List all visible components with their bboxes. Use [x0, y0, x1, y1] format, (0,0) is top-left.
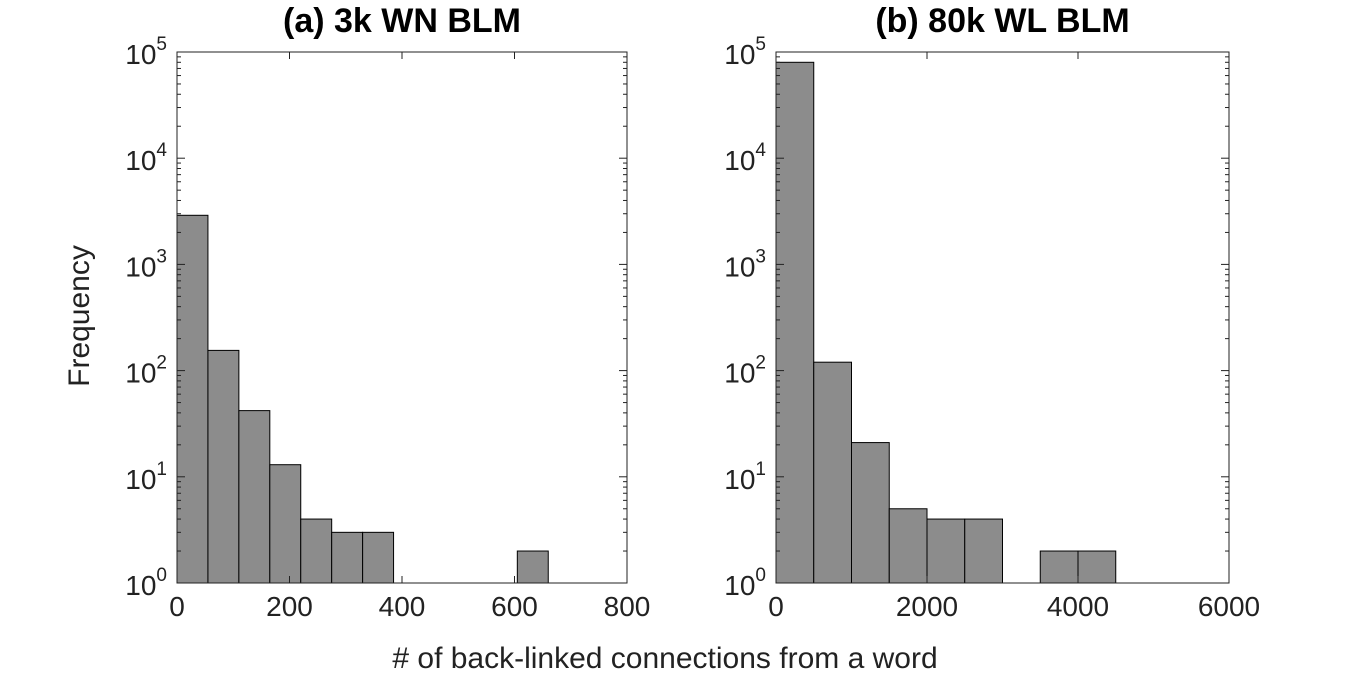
histogram-bar	[207, 349, 240, 584]
y-tick-label: 103	[724, 246, 766, 282]
y-axis-label: Frequency	[63, 245, 96, 387]
histogram-bar	[269, 464, 302, 584]
histogram-bar	[775, 61, 815, 584]
x-tick-label: 6000	[1198, 591, 1260, 622]
y-tick-label: 104	[724, 140, 766, 176]
x-tick-label: 400	[379, 591, 426, 622]
chart-title: (b) 80k WL BLM	[875, 2, 1129, 40]
x-axis-label: # of back-linked connections from a word	[392, 642, 937, 675]
histogram-bar	[1077, 550, 1117, 584]
histogram-bar	[238, 410, 271, 584]
x-tick-label: 200	[266, 591, 313, 622]
chart-title: (a) 3k WN BLM	[283, 2, 521, 40]
y-tick-label: 105	[125, 34, 167, 70]
x-tick-label: 600	[491, 591, 538, 622]
histogram-bar	[516, 550, 549, 584]
x-tick-label: 4000	[1047, 591, 1109, 622]
histogram-panel-b: (b) 80k WL BLM 0 2000 4000 6000 100 101 102 103 1…	[724, 2, 1260, 622]
x-tick-label: 2000	[896, 591, 958, 622]
y-tick-label: 102	[125, 353, 167, 389]
x-tick-label: 0	[768, 591, 784, 622]
y-tick-label: 100	[125, 565, 167, 601]
x-tick-label: 0	[169, 591, 185, 622]
y-tick-label: 101	[125, 459, 167, 495]
histogram-panel-a: (a) 3k WN BLM 0 200 400 600 800 100 101 102 103 10…	[125, 2, 650, 622]
histogram-bar	[300, 518, 333, 584]
histogram-bar	[362, 531, 395, 584]
histogram-bar	[176, 214, 209, 584]
y-tick-label: 102	[724, 353, 766, 389]
y-tick-label: 105	[724, 34, 766, 70]
histogram-bar	[964, 518, 1003, 584]
y-tick-label: 100	[724, 565, 766, 601]
histogram-bar	[926, 518, 966, 584]
histogram-bar	[851, 442, 890, 584]
y-tick-label: 104	[125, 140, 167, 176]
histogram-bar	[1039, 550, 1079, 584]
axes-box	[775, 51, 1230, 584]
y-tick-label: 103	[125, 246, 167, 282]
histogram-bar	[888, 508, 928, 584]
x-tick-label: 800	[604, 591, 651, 622]
histogram-bar	[813, 361, 852, 584]
histogram-bar	[331, 531, 364, 584]
y-tick-label: 101	[724, 459, 766, 495]
